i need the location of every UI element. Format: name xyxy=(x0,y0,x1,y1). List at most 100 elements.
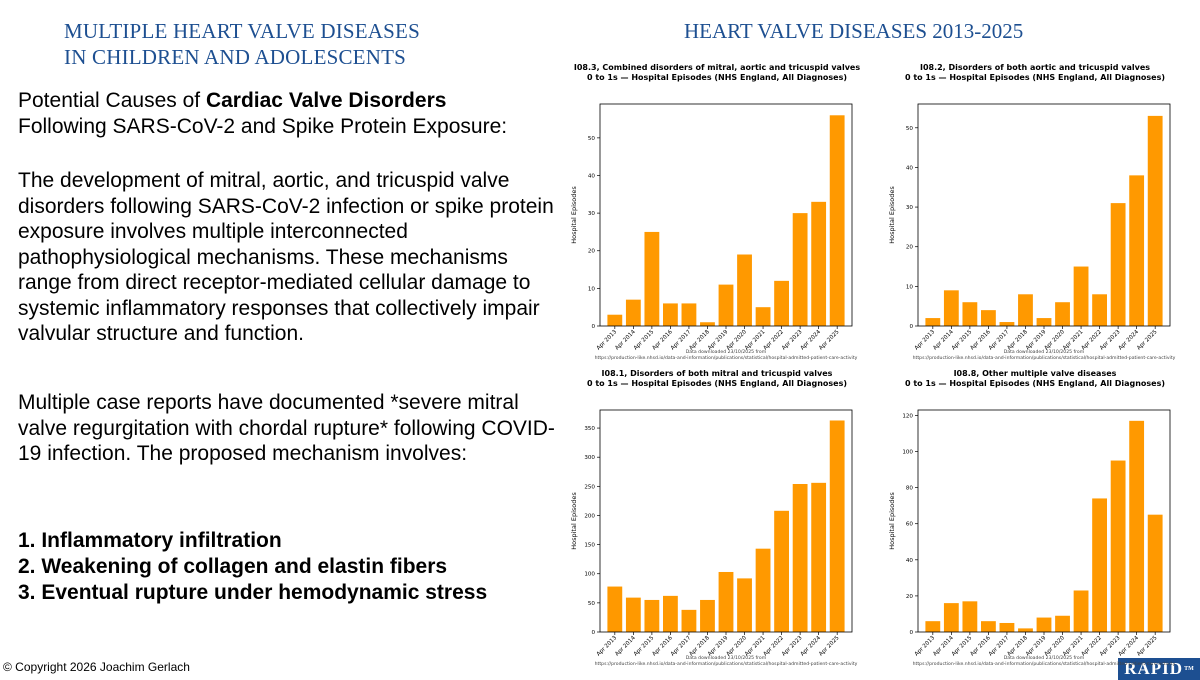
y-tick-label: 0 xyxy=(909,630,913,636)
left-title-line2: IN CHILDREN AND ADOLESCENTS xyxy=(64,45,406,69)
chart-bar xyxy=(962,601,978,632)
chart-footnote-url: https://production-like.nhsd.io/data-and… xyxy=(913,661,1176,667)
logo-text: RAPID xyxy=(1124,659,1184,678)
x-tick-label: Apr 2025 xyxy=(1136,329,1159,352)
chart-bar xyxy=(981,621,996,632)
y-axis-label: Hospital Episodes xyxy=(570,492,578,550)
paragraph-mechanisms: The development of mitral, aortic, and t… xyxy=(18,168,558,347)
chart-bar xyxy=(774,510,789,632)
y-tick-label: 60 xyxy=(906,522,914,528)
chart-bar xyxy=(1092,294,1107,326)
y-axis-label: Hospital Episodes xyxy=(888,186,896,244)
chart-subtitle: 0 to 1s — Hospital Episodes (NHS England… xyxy=(905,379,1165,388)
chart-bar xyxy=(644,599,660,632)
chart-bar xyxy=(625,597,641,632)
y-tick-label: 20 xyxy=(588,249,596,255)
chart-bar xyxy=(1129,420,1145,632)
paragraph2-text: Multiple case reports have documented *s… xyxy=(18,391,555,465)
chart-title: I08.1, Disorders of both mitral and tric… xyxy=(602,369,833,378)
chart-footnote: Data downloaded 23/10/2025 from xyxy=(686,349,767,355)
logo-mark: TM xyxy=(1184,666,1194,672)
paragraph1-text: The development of mitral, aortic, and t… xyxy=(18,169,554,345)
y-tick-label: 0 xyxy=(591,324,595,330)
y-tick-label: 80 xyxy=(906,486,914,492)
chart-bar xyxy=(1110,460,1126,632)
chart-bar xyxy=(737,578,752,632)
chart-bar xyxy=(1018,628,1033,632)
y-tick-label: 100 xyxy=(584,572,595,578)
chart-subtitle: 0 to 1s — Hospital Episodes (NHS England… xyxy=(587,379,847,388)
chart-i08-2: I08.2, Disorders of both aortic and tric… xyxy=(888,63,1176,361)
chart-bar xyxy=(811,201,827,326)
chart-bar xyxy=(774,280,789,326)
y-tick-label: 120 xyxy=(902,413,913,419)
chart-bar xyxy=(700,322,715,326)
chart-bar xyxy=(1110,203,1126,326)
chart-bar xyxy=(1073,266,1089,326)
chart-bar xyxy=(663,595,678,632)
chart-bar xyxy=(1018,294,1033,326)
y-axis-label: Hospital Episodes xyxy=(570,186,578,244)
y-tick-label: 30 xyxy=(906,205,914,211)
lead-text: Potential Causes of Cardiac Valve Disord… xyxy=(18,88,558,139)
chart-footnote-url: https://production-like.nhsd.io/data-and… xyxy=(595,355,858,361)
chart-bar xyxy=(1036,617,1052,632)
chart-bar xyxy=(925,318,941,326)
chart-bar xyxy=(700,599,715,632)
y-tick-label: 30 xyxy=(588,211,596,217)
chart-bar xyxy=(1055,615,1070,632)
chart-bar xyxy=(829,115,845,326)
chart-bar xyxy=(811,482,827,632)
chart-bar xyxy=(1129,175,1145,326)
y-tick-label: 10 xyxy=(588,286,596,292)
chart-bar xyxy=(1073,590,1089,632)
mechanism-item: 3. Eventual rupture under hemodynamic st… xyxy=(18,581,488,604)
chart-bar xyxy=(663,303,678,326)
chart-bar xyxy=(792,484,808,632)
mechanism-item: 1. Inflammatory infiltration xyxy=(18,529,282,552)
lead-bold: Cardiac Valve Disorders xyxy=(205,89,447,112)
y-tick-label: 10 xyxy=(906,284,914,290)
chart-bar xyxy=(943,603,959,632)
chart-title: I08.8, Other multiple valve diseases xyxy=(954,369,1117,378)
chart-panel-i08-3: I08.3, Combined disorders of mitral, aor… xyxy=(562,58,872,368)
y-tick-label: 50 xyxy=(588,136,596,142)
y-tick-label: 250 xyxy=(584,484,595,490)
y-tick-label: 300 xyxy=(584,455,595,461)
chart-bar xyxy=(981,310,996,326)
chart-bar xyxy=(737,254,752,326)
chart-panel-i08-8: I08.8, Other multiple valve diseases 0 to… xyxy=(880,364,1190,674)
chart-bar xyxy=(1036,318,1052,326)
chart-bar xyxy=(925,621,941,632)
left-title: MULTIPLE HEART VALVE DISEASES IN CHILDRE… xyxy=(64,18,484,70)
chart-bar xyxy=(681,303,697,326)
chart-title: I08.3, Combined disorders of mitral, aor… xyxy=(574,63,860,72)
chart-bar xyxy=(607,314,623,326)
paragraph-case-reports: Multiple case reports have documented *s… xyxy=(18,390,558,467)
mechanism-list: 1. Inflammatory infiltration 2. Weakenin… xyxy=(18,528,487,606)
chart-bar xyxy=(644,231,660,326)
y-tick-label: 200 xyxy=(584,513,595,519)
chart-bar xyxy=(1092,498,1107,632)
chart-i08-3: I08.3, Combined disorders of mitral, aor… xyxy=(570,63,860,361)
chart-bar xyxy=(718,284,734,326)
y-tick-label: 150 xyxy=(584,543,595,549)
chart-footnote: Data downloaded 23/10/2025 from xyxy=(1004,655,1085,661)
chart-title: I08.2, Disorders of both aortic and tric… xyxy=(920,63,1150,72)
chart-bar xyxy=(1147,514,1163,632)
lead-line2: Following SARS-CoV-2 and Spike Protein E… xyxy=(18,114,508,138)
y-tick-label: 40 xyxy=(588,173,596,179)
rapid-logo: RAPIDTM xyxy=(1118,658,1200,680)
chart-subtitle: 0 to 1s — Hospital Episodes (NHS England… xyxy=(905,73,1165,82)
y-tick-label: 0 xyxy=(909,324,913,330)
copyright-text: © Copyright 2026 Joachim Gerlach xyxy=(3,660,190,674)
chart-i08-1: I08.1, Disorders of both mitral and tric… xyxy=(570,369,858,667)
x-tick-label: Apr 2025 xyxy=(818,635,841,658)
mechanism-item: 2. Weakening of collagen and elastin fib… xyxy=(18,555,448,578)
chart-panel-i08-2: I08.2, Disorders of both aortic and tric… xyxy=(880,58,1190,368)
chart-bar xyxy=(1147,115,1163,326)
chart-bar xyxy=(607,586,623,632)
chart-footnote-url: https://production-like.nhsd.io/data-and… xyxy=(595,661,858,667)
chart-footnote: Data downloaded 23/10/2025 from xyxy=(686,655,767,661)
